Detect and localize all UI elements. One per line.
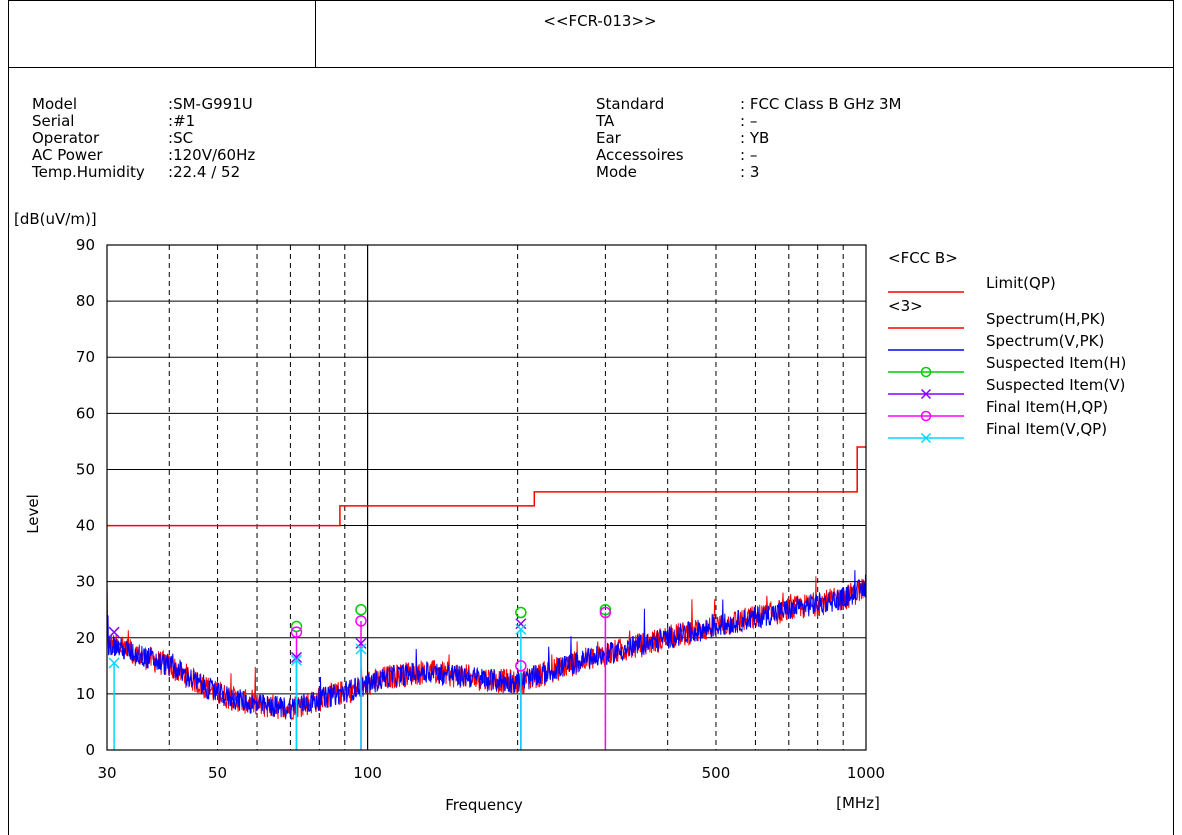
spectrum-v-pk-trace [106, 570, 867, 720]
legend-label: Limit(QP) [986, 274, 1056, 292]
suspected-h-marker [515, 606, 527, 619]
suspected-v-marker-stroke-b [290, 651, 303, 663]
x-tick-label: 1000 [847, 764, 885, 782]
info-value: – [749, 146, 758, 164]
report-header-bar [8, 0, 1174, 68]
info-value: FCC Class B GHz 3M [749, 95, 902, 113]
y-tick-label: 50 [76, 460, 95, 478]
y-tick-label: 60 [76, 404, 95, 422]
info-key: Model [32, 95, 78, 113]
info-row-ta: TA: – [596, 112, 758, 130]
final-v-qp-marker [290, 654, 303, 666]
legend-group-label: <3> [888, 297, 923, 315]
info-value: – [749, 112, 758, 130]
info-row-accessoires: Accessoires: – [596, 146, 758, 164]
info-value: 120V/60Hz [173, 146, 256, 164]
legend-label: Suspected Item(V) [986, 376, 1125, 394]
legend-item: Spectrum(H,PK) [888, 310, 1105, 329]
final-v-qp-marker-stroke-b [108, 657, 120, 669]
info-key: TA [596, 112, 615, 130]
legend-circle-marker [920, 366, 932, 378]
info-row-model: Model: SM-G991U [32, 95, 253, 113]
info-value: 22.4 / 52 [173, 163, 241, 181]
legend-label: Suspected Item(H) [986, 354, 1126, 372]
legend-item: Suspected Item(V) [888, 376, 1125, 400]
legend-item: Final Item(V,QP) [888, 420, 1107, 444]
info-value: #1 [173, 112, 196, 130]
y-tick-label: 20 [76, 629, 95, 647]
info-row-serial: Serial: #1 [32, 112, 196, 130]
x-tick-label: 500 [702, 764, 731, 782]
y-tick-label: 30 [76, 573, 95, 591]
final-h-qp-marker [515, 660, 527, 672]
suspected-v-marker [290, 651, 303, 663]
x-tick-label: 30 [97, 764, 116, 782]
info-row-ac-power: AC Power:120V/60Hz [32, 146, 256, 164]
suspected-h-marker [355, 603, 367, 616]
test-info-left: Model: SM-G991U Serial: #1 Operator: SC AC … [32, 96, 255, 181]
x-tick-label: 50 [208, 764, 227, 782]
y-axis-label: Level [24, 494, 42, 534]
report-header-logo-box [8, 0, 316, 68]
x-axis-label: Frequency [445, 796, 523, 814]
legend-item: Spectrum(V,PK) [888, 332, 1104, 351]
info-key: Serial [32, 112, 75, 130]
legend-item: Limit(QP) [888, 274, 1056, 293]
info-row-temp-humidity: Temp.Humidity:22.4 / 52 [32, 163, 241, 181]
final-v-qp-marker-stroke-b [355, 643, 367, 655]
final-v-qp-marker [355, 643, 367, 655]
info-key: Accessoires [596, 146, 684, 164]
info-row-mode: Mode: 3 [596, 163, 760, 181]
info-key: Standard [596, 95, 665, 113]
x-tick-label: 100 [353, 764, 382, 782]
final-h-qp-marker [599, 606, 612, 619]
y-tick-label: 10 [76, 685, 95, 703]
y-tick-label: 80 [76, 292, 95, 310]
final-v-qp-marker [108, 657, 120, 669]
y-axis-unit: [dB(uV/m)] [14, 210, 97, 228]
suspected-h-marker [290, 620, 303, 633]
legend-label: Final Item(V,QP) [986, 420, 1107, 438]
info-value: 3 [749, 163, 760, 181]
document-id: <<FCR-013>> [543, 12, 657, 30]
info-key: Mode [596, 163, 637, 181]
legend-item: Suspected Item(H) [888, 354, 1126, 378]
info-value: SM-G991U [173, 95, 253, 113]
info-key: Operator [32, 129, 100, 147]
legend-cross-b [920, 432, 932, 444]
info-value: SC [173, 129, 194, 147]
y-tick-label: 90 [76, 236, 95, 254]
x-axis-unit: [MHz] [836, 794, 880, 812]
info-row-standard: Standard: FCC Class B GHz 3M [596, 95, 902, 113]
plot-frame [106, 244, 867, 751]
y-tick-label: 40 [76, 517, 95, 535]
plot-area [107, 245, 866, 750]
suspected-v-marker [108, 626, 120, 638]
legend-group-label: <FCC B> [888, 249, 958, 267]
legend-label: Final Item(H,QP) [986, 398, 1108, 416]
test-info-right: Standard: FCC Class B GHz 3M TA: – Ear: … [596, 96, 902, 181]
info-row-ear: Ear: YB [596, 129, 770, 147]
info-row-operator: Operator: SC [32, 129, 194, 147]
final-h-qp-marker [290, 626, 303, 638]
info-key: AC Power [32, 146, 103, 164]
limit-qp-line [107, 446, 866, 527]
info-key: Temp.Humidity [32, 163, 145, 181]
info-key: Ear [596, 129, 621, 147]
y-tick-label: 0 [85, 741, 95, 759]
y-tick-label: 70 [76, 348, 95, 366]
final-h-qp-marker [355, 615, 367, 627]
suspected-v-marker-stroke-b [108, 626, 120, 638]
info-value: YB [749, 129, 770, 147]
legend-label: Spectrum(V,PK) [986, 332, 1104, 350]
report-frame [8, 0, 1174, 835]
legend-circle-marker [920, 410, 932, 422]
final-v-qp-marker-stroke-b [290, 654, 303, 666]
legend-label: Spectrum(H,PK) [986, 310, 1105, 328]
final-v-qp-marker [515, 623, 527, 635]
legend-cross-b [920, 388, 932, 400]
legend-item: Final Item(H,QP) [888, 398, 1108, 422]
final-v-qp-marker-stroke-b [515, 623, 527, 635]
